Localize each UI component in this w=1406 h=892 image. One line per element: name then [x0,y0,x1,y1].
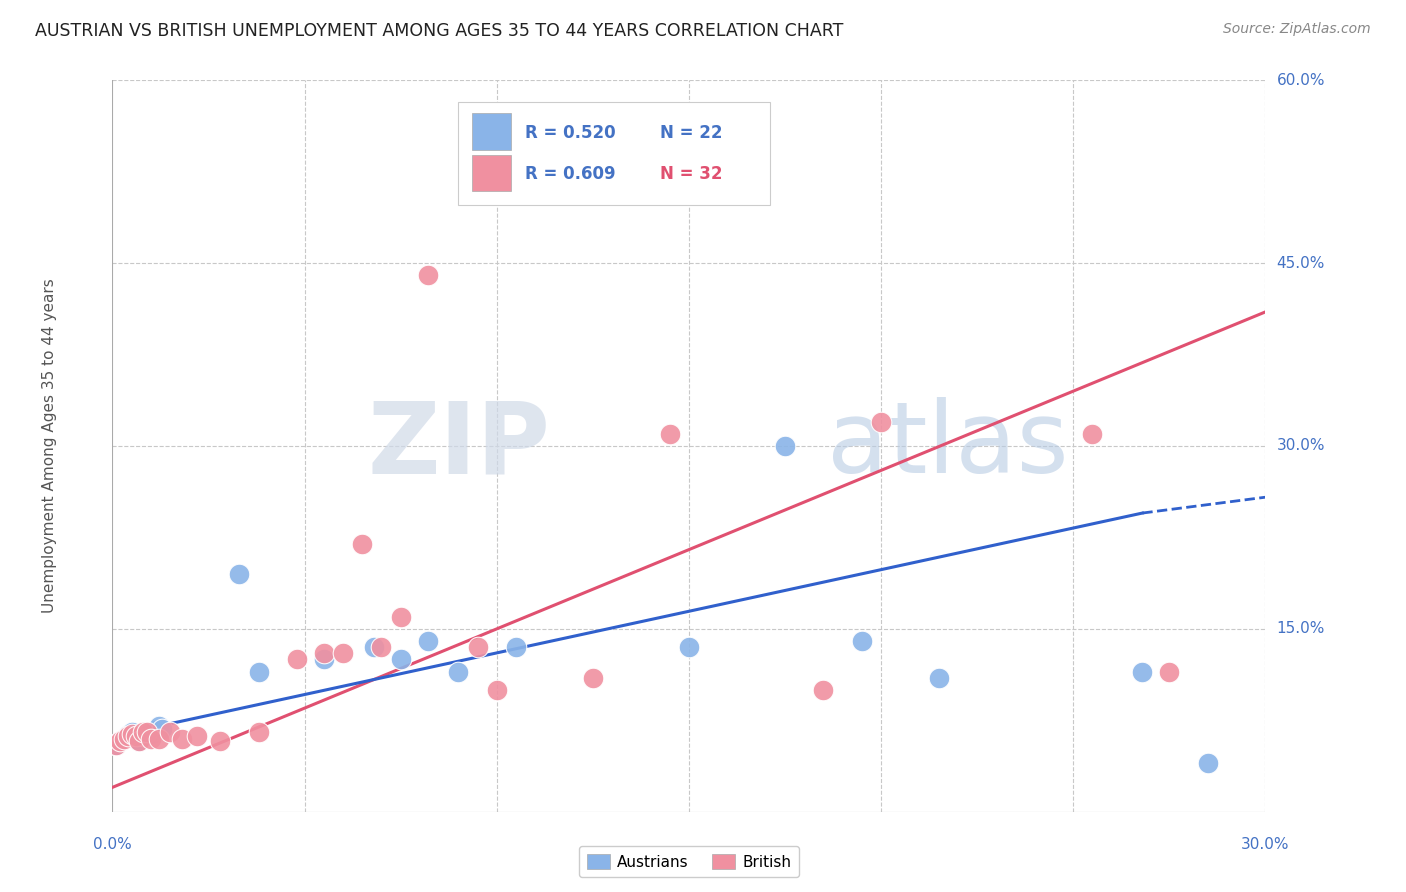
Text: R = 0.609: R = 0.609 [526,165,616,183]
Point [247,665,270,679]
Point [1081,426,1104,441]
Point [121,725,143,739]
Point [117,729,139,743]
Point [112,731,135,746]
Point [108,734,131,748]
Point [128,734,150,748]
Text: atlas: atlas [827,398,1069,494]
FancyBboxPatch shape [458,103,769,204]
Point [1159,665,1181,679]
Point [132,725,155,739]
Point [143,723,166,737]
Point [285,652,308,666]
Point [352,536,374,550]
Point [117,728,139,742]
Point [128,734,150,748]
Point [159,725,181,739]
Point [582,671,605,685]
Text: Unemployment Among Ages 35 to 44 years: Unemployment Among Ages 35 to 44 years [42,278,56,614]
Text: ZIP: ZIP [368,398,551,494]
Point [870,415,893,429]
Legend: Austrians, British: Austrians, British [579,846,799,877]
Text: 15.0%: 15.0% [1277,622,1324,636]
Point [773,439,796,453]
Point [132,729,155,743]
Point [152,722,174,736]
Text: 30.0%: 30.0% [1277,439,1324,453]
Point [851,634,873,648]
Text: 30.0%: 30.0% [1241,837,1289,852]
Text: N = 32: N = 32 [661,165,723,183]
Point [124,731,146,746]
Point [112,731,135,746]
Point [105,738,128,752]
Text: N = 22: N = 22 [661,124,723,142]
Point [928,671,950,685]
Point [105,738,128,752]
Text: AUSTRIAN VS BRITISH UNEMPLOYMENT AMONG AGES 35 TO 44 YEARS CORRELATION CHART: AUSTRIAN VS BRITISH UNEMPLOYMENT AMONG A… [35,22,844,40]
Point [678,640,700,655]
Point [416,268,439,283]
Point [124,729,146,743]
Point [1132,665,1154,679]
Point [136,728,159,742]
FancyBboxPatch shape [472,155,512,192]
Point [370,640,392,655]
Point [312,646,335,660]
Point [209,734,232,748]
Point [447,665,470,679]
Text: 0.0%: 0.0% [93,837,132,852]
Point [813,682,835,697]
Point [139,727,162,741]
Text: 60.0%: 60.0% [1277,73,1324,87]
Point [186,729,208,743]
Point [121,727,143,741]
Point [389,652,412,666]
Point [389,609,412,624]
Point [543,159,565,173]
Point [332,646,354,660]
Point [148,731,170,746]
Point [1197,756,1219,770]
Text: Source: ZipAtlas.com: Source: ZipAtlas.com [1223,22,1371,37]
Point [139,731,162,746]
FancyBboxPatch shape [472,113,512,150]
Point [363,640,385,655]
Point [170,731,193,746]
Point [108,734,131,748]
Point [148,719,170,733]
Point [136,725,159,739]
Point [485,682,508,697]
Point [467,640,489,655]
Point [505,640,527,655]
Text: 45.0%: 45.0% [1277,256,1324,270]
Point [416,634,439,648]
Point [658,426,681,441]
Point [247,725,270,739]
Point [312,652,335,666]
Text: R = 0.520: R = 0.520 [526,124,616,142]
Point [228,567,250,582]
